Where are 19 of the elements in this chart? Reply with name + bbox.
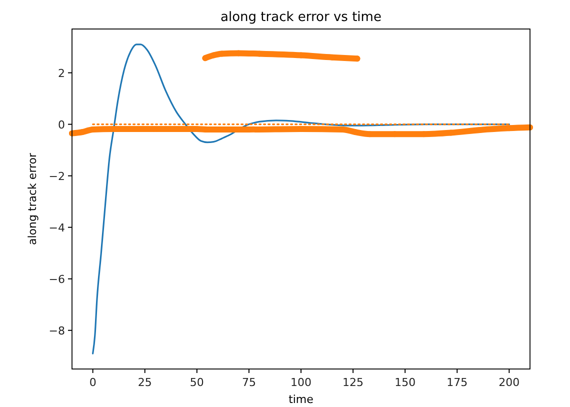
x-tick-label: 25: [138, 376, 152, 389]
y-tick-label: −6: [48, 272, 65, 286]
y-tick-label: −8: [48, 324, 65, 338]
y-axis-title: along track error: [26, 152, 39, 246]
y-tick-label: 2: [58, 66, 65, 80]
line-series: [92, 44, 510, 354]
chart-title: along track error vs time: [220, 10, 382, 25]
x-tick-label: 0: [89, 376, 96, 389]
y-tick-label: −2: [48, 170, 65, 183]
x-axis-title: time: [288, 393, 314, 406]
x-tick-label: 100: [290, 376, 312, 389]
x-tick-label: 175: [446, 376, 468, 389]
x-tick-label: 50: [190, 376, 204, 389]
y-tick-label: 0: [58, 118, 65, 132]
x-tick-label: 200: [498, 376, 520, 389]
x-tick-label: 125: [342, 376, 364, 389]
x-tick-label: 150: [394, 376, 416, 389]
y-tick-label: −4: [48, 221, 65, 234]
x-tick-label: 75: [242, 376, 256, 389]
